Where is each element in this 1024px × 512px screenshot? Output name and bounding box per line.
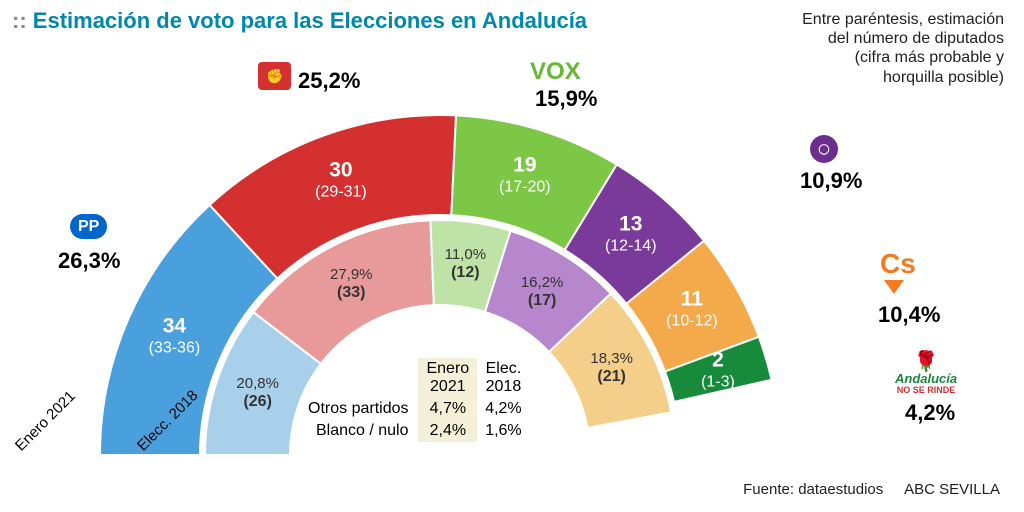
table-cell: 1,6%	[477, 420, 529, 442]
podemos-range: (12-14)	[605, 238, 657, 255]
source-label: Fuente:	[743, 481, 794, 498]
table-row-label: Otros partidos	[300, 398, 418, 420]
note-line-1: Entre paréntesis, estimación	[802, 11, 1004, 28]
cs-prev-pct: 18,3%	[590, 350, 633, 367]
podemos-seats: 13	[619, 213, 642, 236]
psoe-seats: 30	[329, 158, 352, 181]
table-row: Blanco / nulo 2,4% 1,6%	[300, 420, 530, 442]
vox-label: 15,9%	[535, 86, 597, 112]
cs-pct: 10,4%	[878, 302, 940, 327]
title-prefix: ::	[12, 8, 27, 33]
andalucia-seats: 2	[712, 348, 724, 371]
outlet-name: ABC SEVILLA	[904, 481, 1000, 498]
cs-label: 10,4%	[878, 302, 940, 328]
table-cell: 4,7%	[418, 398, 477, 420]
andalucia-label: 4,2%	[905, 400, 955, 426]
vox-prev-pct: 11,0%	[445, 246, 486, 263]
psoe-prev-seats: (33)	[337, 284, 365, 301]
pp-pct: 26,3%	[58, 248, 120, 273]
chart-title: :: Estimación de voto para las Eleccione…	[12, 8, 587, 34]
note-line-3: (cifra más probable y	[855, 49, 1004, 66]
andalucia-logo-icon: 🌹 Andalucía NO SE RINDE	[895, 352, 957, 396]
podemos-logo-icon: ◯	[810, 135, 838, 163]
psoe-pct: 25,2%	[298, 68, 360, 93]
table-row-label: Blanco / nulo	[300, 420, 418, 442]
vox-range: (17-20)	[499, 179, 551, 196]
source-value: dataestudios	[798, 481, 883, 498]
psoe-label: 25,2%	[298, 68, 360, 94]
others-table: Enero2021 Elec.2018 Otros partidos 4,7% …	[300, 358, 530, 442]
andalucia-pct: 4,2%	[905, 400, 955, 425]
vox-logo-icon: VOX	[530, 58, 581, 86]
title-text: Estimación de voto para las Elecciones e…	[33, 8, 587, 33]
cs-range: (10-12)	[666, 312, 718, 329]
table-cell: 2,4%	[418, 420, 477, 442]
table-col1-header: Enero2021	[418, 358, 477, 398]
pp-prev-seats: (26)	[243, 393, 271, 410]
pp-range: (33-36)	[149, 340, 201, 357]
table-cell: 4,2%	[477, 398, 529, 420]
psoe-range: (29-31)	[315, 183, 367, 200]
note-line-4: horquilla posible)	[883, 69, 1004, 86]
pp-prev-pct: 20,8%	[236, 375, 279, 392]
pp-seats: 34	[163, 315, 187, 338]
pp-label: 26,3%	[58, 248, 120, 274]
cs-logo-icon: Cs	[880, 248, 916, 294]
vox-prev-seats: (12)	[451, 264, 479, 281]
cs-prev-seats: (21)	[597, 368, 625, 385]
note-line-2: del número de diputados	[828, 30, 1004, 47]
table-row: Otros partidos 4,7% 4,2%	[300, 398, 530, 420]
psoe-logo-icon: ✊	[258, 68, 291, 86]
andalucia-range: (1-3)	[701, 373, 735, 390]
cs-seats: 11	[681, 287, 704, 310]
vox-pct: 15,9%	[535, 86, 597, 111]
podemos-label: 10,9%	[800, 168, 862, 194]
vox-seats: 19	[513, 154, 536, 177]
psoe-prev-pct: 27,9%	[330, 266, 373, 283]
podemos-prev-seats: (17)	[528, 292, 556, 309]
chart-footer: Fuente: dataestudios ABC SEVILLA	[743, 481, 1000, 498]
table-col2-header: Elec.2018	[477, 358, 529, 398]
ring-legend: Enero 2021 Elecc. 2018	[18, 440, 258, 457]
pp-logo-icon: PP	[70, 218, 107, 236]
podemos-prev-pct: 16,2%	[521, 274, 564, 291]
podemos-pct: 10,9%	[800, 168, 862, 193]
